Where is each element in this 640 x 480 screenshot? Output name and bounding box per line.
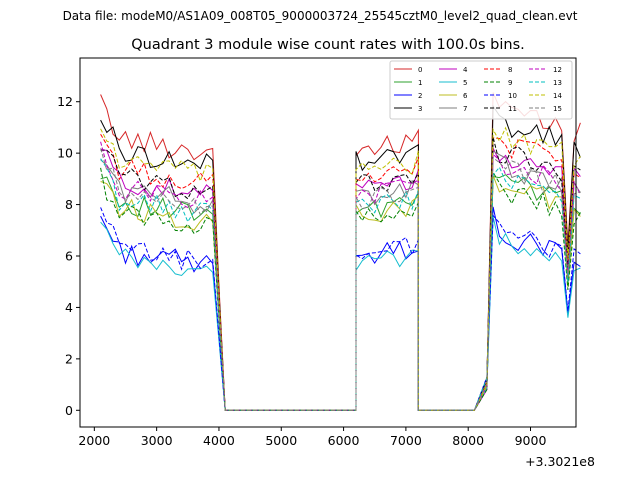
legend-label-2: 2: [418, 92, 422, 100]
y-tick-label: 10: [57, 146, 73, 161]
legend-label-9: 9: [508, 79, 512, 87]
legend-label-15: 15: [553, 105, 562, 113]
x-tick-label: 7000: [390, 433, 422, 448]
y-tick-label: 12: [57, 94, 73, 109]
y-tick-label: 8: [65, 197, 73, 212]
legend-label-8: 8: [508, 66, 512, 74]
x-offset-label: +3.3021e8: [525, 454, 595, 469]
x-tick-label: 6000: [328, 433, 360, 448]
x-tick-label: 2000: [78, 433, 110, 448]
legend-label-12: 12: [553, 66, 562, 74]
legend-label-3: 3: [418, 105, 422, 113]
legend-label-7: 7: [463, 105, 467, 113]
x-axis: 2000 3000 4000 5000 6000 7000 8000 9000: [78, 427, 546, 448]
legend-label-6: 6: [463, 92, 468, 100]
y-tick-label: 6: [65, 249, 73, 264]
legend-label-11: 11: [508, 105, 517, 113]
x-tick-label: 9000: [515, 433, 547, 448]
x-tick-label: 8000: [452, 433, 484, 448]
axes-frame: [79, 57, 577, 428]
legend-label-14: 14: [553, 92, 562, 100]
series-line-15: [100, 148, 581, 411]
series-line-13: [100, 158, 581, 411]
legend-label-5: 5: [463, 79, 467, 87]
chart-title: Quadrant 3 module wise count rates with …: [131, 37, 525, 53]
legend-label-13: 13: [553, 79, 562, 87]
plot-area: 2000 3000 4000 5000 6000 7000 8000 9000 0246810…: [57, 57, 595, 469]
y-axis: 0 2 4 6 8 10 12: [57, 94, 80, 418]
y-tick-label: 2: [65, 351, 73, 366]
legend-box: [389, 60, 573, 120]
series-layer: [100, 92, 581, 411]
legend-label-4: 4: [463, 66, 468, 74]
legend-label-10: 10: [508, 92, 517, 100]
chart-suptitle: Data file: modeM0/AS1A09_008T05_90000037…: [63, 9, 578, 23]
x-tick-label: 3000: [141, 433, 173, 448]
x-tick-label: 4000: [203, 433, 235, 448]
y-tick-label: 4: [65, 300, 73, 315]
legend-label-1: 1: [418, 79, 422, 87]
x-tick-label: 5000: [265, 433, 297, 448]
y-tick-label: 0: [65, 403, 73, 418]
legend-label-0: 0: [418, 66, 422, 74]
